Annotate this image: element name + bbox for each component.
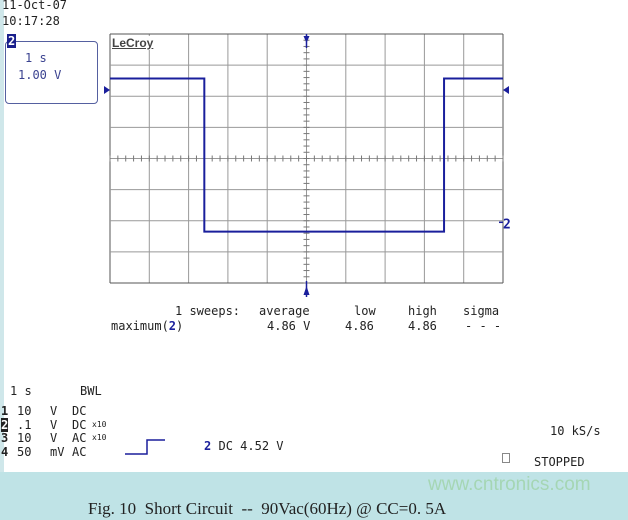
channel-coupling: DC [72, 404, 87, 418]
trigger-level-marker-right [503, 86, 509, 94]
trigger-level: DC 4.52 V [218, 439, 284, 453]
channel-number: 4 [1, 444, 9, 459]
measure-average-header: average [259, 304, 310, 318]
measure-sigma: - - - [465, 319, 502, 333]
measure-high: 4.86 [408, 319, 437, 333]
trigger-channel: 2 [204, 439, 212, 453]
channel-info-box[interactable] [5, 41, 98, 104]
channel-coupling: AC [72, 431, 87, 445]
channel-unit: V [50, 417, 58, 432]
channel-probe: x10 [92, 433, 107, 442]
channel-unit: V [50, 431, 58, 445]
channel-volts: 50 [17, 444, 32, 459]
trigger-info[interactable]: 2 DC 4.52 V [204, 439, 284, 453]
measure-label[interactable]: maximum(2) [111, 319, 183, 333]
channel-coupling: DC [72, 417, 87, 432]
status-checkbox[interactable] [502, 453, 510, 463]
channel-unit: mV [50, 444, 65, 459]
settings-bwl: BWL [80, 384, 102, 398]
measure-channel: 2 [168, 319, 177, 333]
channel-badge: 2 [7, 34, 17, 48]
measure-low: 4.86 [345, 319, 374, 333]
scope-display: 2 [104, 33, 511, 297]
figure-caption: Fig. 10 Short Circuit -- 90Vac(60Hz) @ C… [88, 499, 447, 518]
measure-sweeps: 1 sweeps: [175, 304, 241, 318]
ground-marker-label: 2 [503, 217, 511, 232]
measure-param: maximum( [111, 319, 169, 333]
date: 11-Oct-07 [2, 0, 68, 12]
channel-unit: V [50, 404, 58, 418]
time: 10:17:28 [2, 14, 60, 28]
measure-paren: ) [176, 319, 184, 333]
sample-rate: 10 kS/s [550, 424, 601, 438]
measure-average: 4.86 V [267, 319, 311, 333]
channel-probe: x10 [92, 419, 107, 429]
timebase-label: 1 s [25, 51, 47, 65]
scale-label: 1.00 V [18, 68, 62, 82]
settings-timebase: 1 s [10, 384, 32, 398]
channel-volts: .1 [17, 417, 32, 432]
channel-volts: 10 [17, 431, 32, 445]
channel-number: 3 [1, 431, 9, 445]
channel-number: 2 [1, 417, 9, 432]
channel-number: 1 [1, 404, 9, 418]
caption-band [0, 472, 628, 520]
watermark: www.cntronics.com [428, 474, 591, 495]
trigger-level-marker-left [104, 86, 110, 94]
measure-high-header: high [408, 304, 437, 318]
waveform-trace [110, 77, 503, 233]
measure-sigma-header: sigma [463, 304, 500, 318]
channel-volts: 10 [17, 404, 32, 418]
acquisition-status: STOPPED [534, 455, 585, 469]
lecroy-logo: LeCroy [112, 36, 154, 50]
channel-coupling: AC [72, 444, 87, 459]
trigger-edge-icon [125, 439, 165, 455]
measure-low-header: low [354, 304, 376, 318]
left-border [0, 0, 4, 472]
